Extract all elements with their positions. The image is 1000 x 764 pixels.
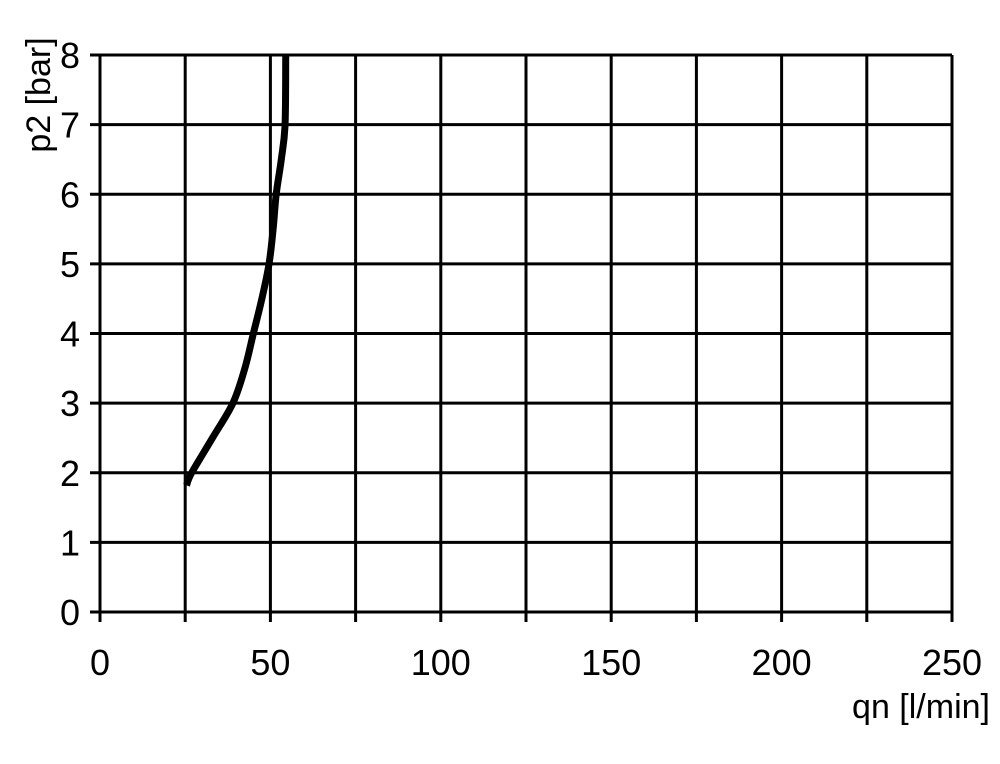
y-axis-label: p2 [bar] [20, 37, 58, 152]
grid [90, 53, 954, 622]
x-tick-label: 100 [411, 642, 471, 683]
x-tick-label: 50 [250, 642, 290, 683]
y-tick-label: 0 [60, 592, 80, 633]
series-line [183, 54, 290, 487]
y-tick-label: 4 [60, 314, 80, 355]
x-tick-label: 250 [922, 642, 982, 683]
x-tick-label: 150 [581, 642, 641, 683]
y-tick-label: 7 [60, 105, 80, 146]
y-tick-label: 3 [60, 383, 80, 424]
y-tick-label: 1 [60, 522, 80, 563]
x-tick-label: 0 [90, 642, 110, 683]
tick-labels: 0 50 100 150 200 250 0 1 2 3 4 5 6 7 8 [60, 35, 982, 683]
x-axis-label: qn [l/min] [852, 688, 990, 726]
y-tick-label: 5 [60, 244, 80, 285]
y-tick-label: 6 [60, 174, 80, 215]
y-tick-label: 8 [60, 35, 80, 76]
x-tick-label: 200 [752, 642, 812, 683]
y-tick-label: 2 [60, 453, 80, 494]
